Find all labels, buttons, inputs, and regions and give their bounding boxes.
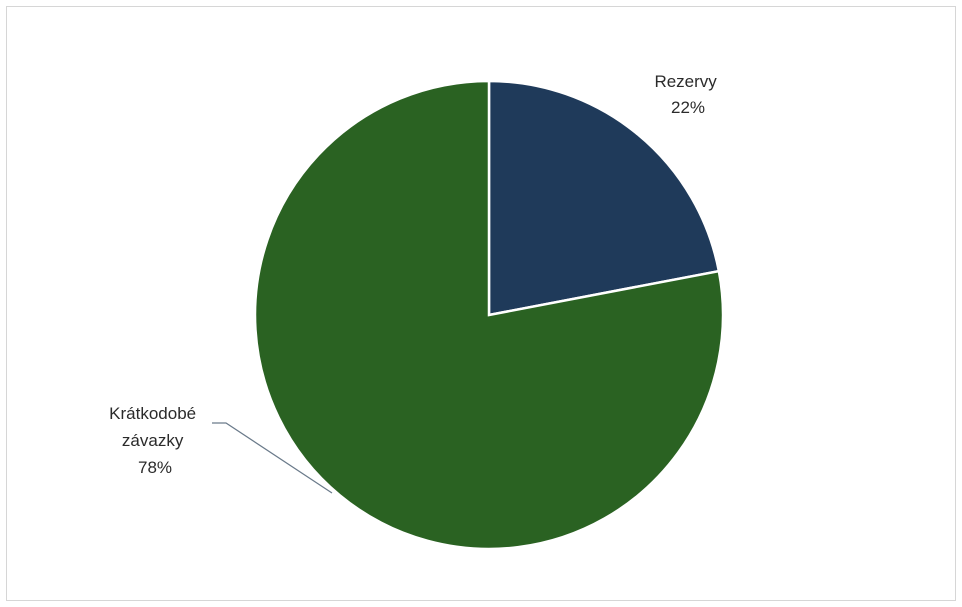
slice-label-kratkodobe-value: 78% — [138, 458, 172, 477]
slice-label-kratkodobe-line1: Krátkodobé — [109, 404, 196, 423]
slice-label-rezervy-value: 22% — [671, 98, 705, 117]
slice-label-kratkodobe-line2: závazky — [122, 431, 184, 450]
pie-slice-kratkodobe-zavazky — [253, 79, 725, 551]
pie-slice-rezervy — [487, 79, 721, 317]
pie-slices — [253, 79, 725, 551]
leader-line-kratkodobe-zavazky — [212, 422, 333, 494]
slice-label-kratkodobe-zavazky: Krátkodobé závazky 78% — [109, 404, 201, 477]
slice-label-rezervy: Rezervy 22% — [654, 72, 721, 117]
slice-label-rezervy-name: Rezervy — [654, 72, 717, 91]
